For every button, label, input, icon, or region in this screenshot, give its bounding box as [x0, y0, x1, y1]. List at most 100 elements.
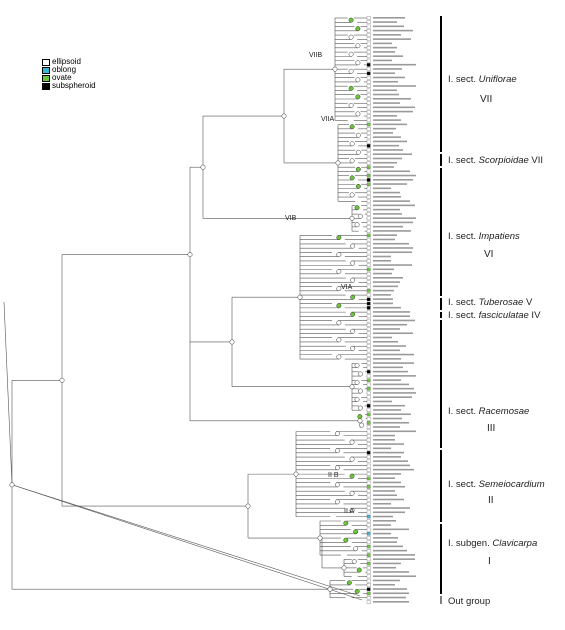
- tip-marker: [366, 131, 371, 135]
- tree-node: [187, 252, 193, 258]
- species-name: [373, 106, 415, 109]
- species-name: [373, 349, 400, 352]
- tree-node: [349, 124, 355, 130]
- species-name: [373, 306, 401, 309]
- tip-marker: [366, 161, 371, 165]
- tip-marker: [366, 395, 371, 400]
- species-name: [373, 281, 400, 283]
- tree-node: [348, 51, 354, 57]
- tree-node: [354, 362, 360, 368]
- tree-node: [349, 141, 355, 147]
- tip-marker: [366, 293, 371, 297]
- node-label: II A: [344, 508, 355, 515]
- tree-node: [355, 132, 361, 138]
- species-name: [373, 396, 412, 398]
- branch: [11, 484, 363, 601]
- species-name: [373, 443, 404, 445]
- tree-node: [335, 431, 340, 437]
- tip-marker: [366, 186, 371, 191]
- tree-node: [350, 294, 356, 300]
- tip-marker: [366, 344, 371, 348]
- tree-node: [354, 222, 360, 228]
- species-name: [373, 494, 397, 497]
- species-name: [373, 17, 405, 19]
- tree-node: [353, 529, 359, 535]
- species-name: [373, 528, 409, 531]
- species-name: [373, 187, 391, 190]
- tree-node: [349, 490, 355, 496]
- tip-marker: [366, 374, 371, 378]
- tree-node: [350, 260, 356, 266]
- tree-node: [336, 354, 342, 360]
- tip-marker: [366, 480, 371, 485]
- species-name: [373, 46, 397, 49]
- species-name: [373, 451, 404, 454]
- tip-marker: [366, 84, 371, 88]
- legend-item-oblong: oblong: [42, 66, 96, 74]
- species-name: [373, 460, 408, 462]
- tip-marker: [366, 412, 371, 417]
- species-name: [373, 178, 413, 181]
- species-name: [373, 285, 398, 288]
- tip-marker: [366, 553, 371, 557]
- tip-marker: [366, 254, 371, 259]
- species-name: [373, 68, 402, 70]
- species-name: [373, 579, 400, 582]
- species-name: [373, 532, 391, 535]
- tree-node: [343, 520, 349, 526]
- species-name: [373, 115, 397, 117]
- species-name: [373, 485, 405, 488]
- tip-marker: [366, 416, 371, 421]
- tip-marker: [366, 144, 371, 148]
- tip-marker: [366, 122, 371, 127]
- tip-marker: [366, 289, 371, 293]
- tip-marker: [366, 297, 371, 302]
- tree-node: [348, 17, 354, 23]
- species-name: [373, 149, 403, 151]
- species-name: [373, 575, 416, 578]
- species-name: [373, 549, 407, 552]
- tip-marker: [366, 425, 371, 429]
- tree-node: [355, 26, 361, 32]
- tree-node: [358, 388, 363, 394]
- tip-marker: [366, 446, 371, 451]
- tip-marker: [366, 314, 371, 319]
- tip-marker: [366, 331, 371, 336]
- tip-marker: [366, 378, 371, 383]
- tree-node: [349, 215, 355, 221]
- legend-swatch-ellipsoid: [42, 58, 50, 66]
- tip-marker: [366, 156, 371, 161]
- tip-marker: [366, 506, 371, 510]
- tree-node: [350, 311, 356, 317]
- tip-marker: [366, 67, 371, 71]
- tip-marker: [366, 16, 371, 20]
- tree-node: [350, 328, 356, 334]
- species-name: [373, 166, 394, 168]
- node-label: VIB: [285, 215, 297, 222]
- species-name: [373, 89, 397, 92]
- tip-marker: [366, 63, 371, 67]
- tree-node: [354, 588, 360, 594]
- tip-marker: [366, 225, 371, 229]
- legend: ellipsoid oblong ovate subspheroid: [42, 58, 96, 90]
- tree-node: [349, 507, 355, 513]
- tip-marker: [366, 41, 371, 46]
- tip-marker: [366, 246, 371, 250]
- tip-marker: [366, 33, 371, 37]
- species-name: [373, 21, 397, 23]
- species-name: [373, 566, 396, 569]
- tip-marker: [366, 404, 371, 408]
- tip-marker: [366, 382, 371, 387]
- species-name: [373, 426, 400, 428]
- section-label-tuberosae: I. sect. Tuberosae V: [448, 297, 533, 308]
- tree-node: [281, 113, 287, 119]
- tip-marker: [366, 370, 371, 374]
- species-name: [373, 379, 401, 381]
- species-name: [373, 144, 399, 147]
- tip-marker: [366, 468, 371, 472]
- species-name: [373, 174, 416, 177]
- species-name: [373, 136, 401, 138]
- tree-node: [355, 77, 361, 83]
- species-name: [373, 421, 409, 424]
- species-name: [373, 464, 410, 467]
